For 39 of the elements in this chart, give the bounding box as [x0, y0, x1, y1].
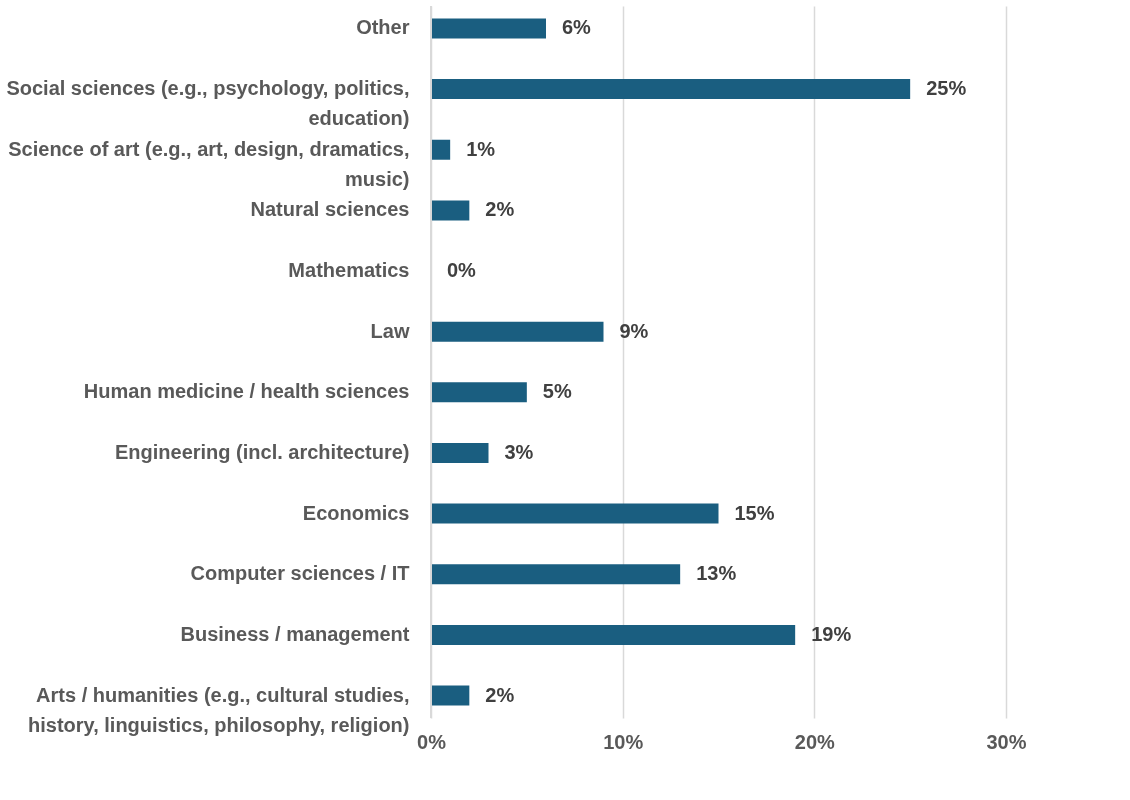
y-tick-label: Natural sciences: [250, 198, 410, 221]
data-label: 9%: [619, 319, 649, 342]
bar: [431, 382, 527, 403]
data-label: 2%: [485, 683, 515, 706]
bar: [431, 321, 604, 342]
data-label: 6%: [562, 16, 592, 39]
data-label: 3%: [504, 440, 534, 463]
y-tick-label: Economics: [302, 501, 410, 524]
bar: [431, 79, 911, 100]
bar: [431, 503, 719, 524]
y-tick-label: Business / management: [180, 622, 410, 645]
x-tick-label: 20%: [794, 730, 836, 753]
y-tick-label: Social sciences (e.g., psychology, politics, education): [6, 77, 410, 130]
bar: [431, 200, 470, 221]
data-label: 15%: [734, 501, 775, 524]
data-label: 1%: [466, 137, 496, 160]
bar: [431, 564, 681, 585]
bar: [431, 685, 470, 706]
data-label: 13%: [696, 562, 737, 585]
data-label: 2%: [485, 198, 515, 221]
y-tick-label: Arts / humanities (e.g., cultural studies, history, linguistics, philosophy, religion): [27, 683, 410, 736]
x-tick-label: 10%: [603, 730, 644, 753]
data-label: 5%: [542, 380, 572, 403]
data-label: 0%: [447, 259, 477, 282]
y-tick-label: Other: [356, 16, 410, 39]
x-tick-label: 30%: [986, 730, 1027, 753]
data-label: 25%: [926, 77, 967, 100]
bar: [431, 624, 796, 645]
y-tick-label: Computer sciences / IT: [190, 562, 410, 585]
y-tick-label: Human medicine / health sciences: [83, 380, 410, 403]
data-label: 19%: [811, 622, 852, 645]
bar: [431, 442, 489, 463]
y-tick-label: Science of art (e.g., art, design, dramatics, music): [8, 137, 410, 190]
y-tick-label: Engineering (incl. architecture): [114, 440, 410, 463]
x-tick-label: 0%: [417, 730, 447, 753]
bar: [431, 139, 451, 160]
y-tick-label: Law: [370, 319, 410, 342]
bar: [431, 18, 546, 39]
y-tick-label: Mathematics: [288, 259, 410, 282]
